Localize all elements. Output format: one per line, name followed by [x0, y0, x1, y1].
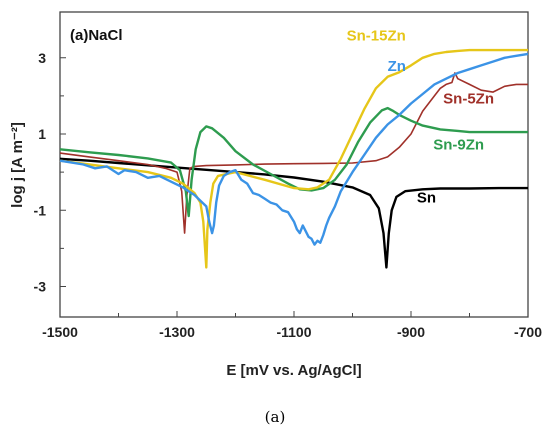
y-tick-label: 1: [38, 126, 46, 142]
series-label-zn: Zn: [388, 58, 406, 75]
figure-caption: (a): [264, 408, 286, 426]
series-line-sn-15zn: [59, 48, 528, 269]
x-tick-label: -900: [397, 324, 425, 340]
series-label-sn-9zn: Sn-9Zn: [433, 136, 484, 153]
x-tick-label: -700: [514, 324, 542, 340]
y-tick-label: 3: [38, 50, 46, 66]
series-line-sn: [59, 157, 528, 269]
series-label-sn-5zn: Sn-5Zn: [443, 91, 494, 108]
y-axis-label: log j [A m⁻²]: [9, 122, 26, 208]
series-label-sn: Sn: [417, 190, 436, 207]
x-tick-label: -1300: [159, 324, 195, 340]
x-tick-label: -1100: [276, 324, 311, 340]
ticks-layer: -1500 -1300 -1100 -900 -700 3 1 -1 -3: [34, 50, 543, 340]
y-tick-label: -3: [34, 279, 47, 295]
labels-layer: Sn-15Zn Zn Sn-5Zn Sn-9Zn Sn: [347, 28, 494, 207]
x-axis-label: E [mV vs. Ag/AgCl]: [226, 362, 361, 379]
series-line-zn: [59, 52, 529, 246]
series-label-sn-15zn: Sn-15Zn: [347, 28, 406, 45]
x-tick-label: -1500: [42, 324, 78, 340]
series-layer: [59, 48, 529, 269]
y-tick-label: -1: [34, 202, 47, 218]
panel-label: (a)NaCl: [70, 27, 123, 44]
